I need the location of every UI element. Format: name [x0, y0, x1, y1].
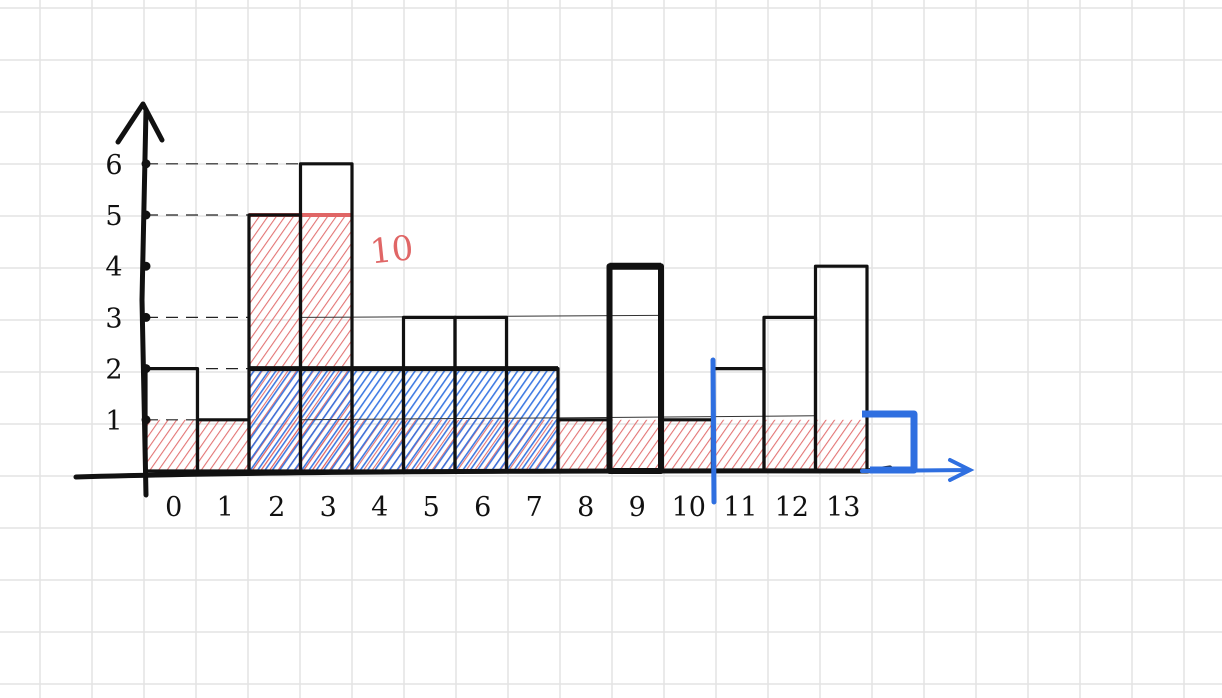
y-tick-label: 1: [105, 406, 122, 437]
x-tick-label: 6: [474, 492, 491, 523]
x-tick-label: 9: [629, 492, 646, 523]
y-tick-mark: [141, 415, 151, 425]
y-tick-mark: [141, 312, 151, 322]
y-tick-label: 2: [105, 355, 122, 386]
y-tick-label: 5: [105, 201, 122, 232]
annotation-label: 10: [368, 228, 415, 272]
x-tick-label: 2: [268, 492, 285, 523]
x-tick-label: 8: [577, 492, 594, 523]
x-tick-label: 12: [775, 492, 809, 523]
y-axis-arrow: [115, 101, 165, 145]
y-tick-mark: [141, 364, 151, 374]
y-axis: [139, 107, 149, 498]
x-tick-label: 13: [826, 492, 860, 523]
y-tick-mark: [141, 210, 151, 220]
x-axis: [73, 465, 893, 480]
blue-axis-arrow: [860, 458, 975, 482]
x-tick-label: 1: [217, 492, 234, 523]
blue-extra-bar: [862, 410, 918, 474]
y-tick-label: 6: [105, 150, 122, 181]
y-tick-mark: [141, 261, 151, 271]
x-tick-label: 4: [371, 492, 388, 523]
x-tick-label: 0: [165, 492, 182, 523]
y-tick-mark: [141, 159, 151, 169]
x-tick-label: 5: [423, 492, 440, 523]
x-tick-label: 10: [672, 492, 706, 523]
x-tick-label: 11: [723, 492, 757, 523]
y-tick-label: 3: [105, 303, 122, 334]
x-tick-label: 3: [320, 492, 337, 523]
y-tick-label: 4: [105, 252, 122, 283]
x-tick-label: 7: [526, 492, 543, 523]
axes: [73, 101, 975, 505]
blue-divider-line: [710, 357, 717, 505]
